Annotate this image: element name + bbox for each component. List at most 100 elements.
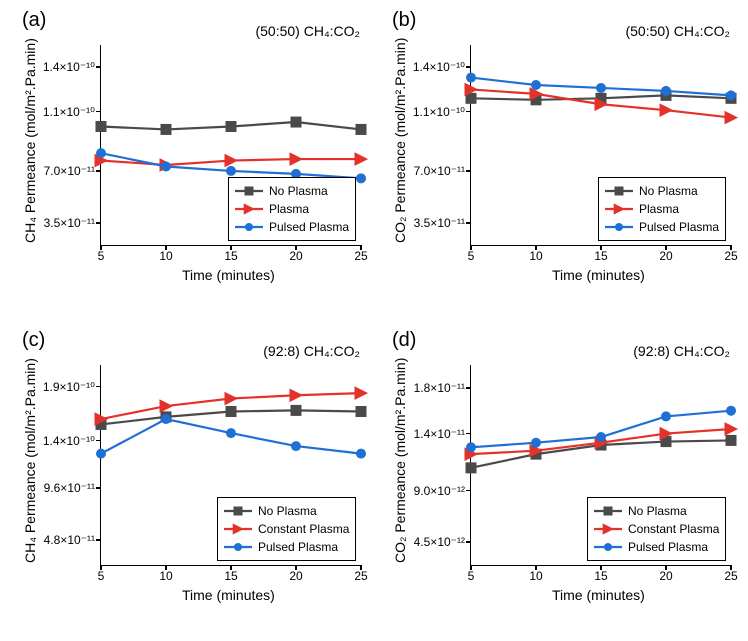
x-tick-label: 25 bbox=[724, 245, 737, 263]
series-marker bbox=[355, 387, 367, 399]
series-marker bbox=[531, 438, 541, 448]
x-tick-label: 25 bbox=[354, 245, 367, 263]
legend-item: Pulsed Plasma bbox=[235, 218, 349, 236]
legend: No Plasma Plasma Pulsed Plasma bbox=[598, 177, 726, 241]
x-tick-label: 10 bbox=[159, 565, 172, 583]
legend-label: Plasma bbox=[639, 202, 679, 216]
series-marker bbox=[161, 161, 171, 171]
x-tick-label: 15 bbox=[594, 565, 607, 583]
legend-item: Pulsed Plasma bbox=[605, 218, 719, 236]
x-tick-label: 15 bbox=[224, 565, 237, 583]
legend-label: No Plasma bbox=[628, 504, 687, 518]
y-tick-label: 1.1×10⁻¹⁰ bbox=[413, 105, 471, 119]
series-marker bbox=[96, 121, 106, 131]
legend-swatch bbox=[594, 522, 622, 536]
legend-label: Constant Plasma bbox=[258, 522, 349, 536]
panel-subtitle: (50:50) CH₄:CO₂ bbox=[625, 23, 730, 39]
legend-item: Plasma bbox=[605, 200, 719, 218]
series-marker bbox=[466, 73, 476, 83]
series-marker bbox=[725, 112, 737, 124]
x-axis-label: Time (minutes) bbox=[552, 267, 645, 283]
series-marker bbox=[161, 414, 171, 424]
legend-label: Pulsed Plasma bbox=[628, 540, 708, 554]
y-tick-label: 4.8×10⁻¹¹ bbox=[44, 533, 101, 547]
legend-label: Constant Plasma bbox=[628, 522, 719, 536]
panel-subtitle: (92:8) CH₄:CO₂ bbox=[633, 343, 730, 359]
x-tick-label: 15 bbox=[594, 245, 607, 263]
legend-item: Pulsed Plasma bbox=[224, 538, 349, 556]
series-marker bbox=[226, 428, 236, 438]
legend-swatch bbox=[235, 184, 263, 198]
x-tick-label: 10 bbox=[529, 565, 542, 583]
legend-label: No Plasma bbox=[258, 504, 317, 518]
series-marker bbox=[466, 463, 476, 473]
legend-swatch bbox=[224, 504, 252, 518]
panel-label: (d) bbox=[392, 329, 416, 352]
series-marker bbox=[225, 393, 237, 405]
x-tick-label: 5 bbox=[98, 245, 105, 263]
panel-label: (c) bbox=[22, 329, 45, 352]
legend-swatch bbox=[594, 504, 622, 518]
series-marker bbox=[596, 432, 606, 442]
legend-item: Constant Plasma bbox=[594, 520, 719, 538]
y-tick-label: 1.8×10⁻¹¹ bbox=[414, 381, 471, 395]
y-axis-label: CO₂ Permeance (mol/m².Pa.min) bbox=[392, 358, 408, 563]
series-marker bbox=[356, 173, 366, 183]
y-axis-label: CH₄ Permeance (mol/m².Pa.min) bbox=[22, 38, 38, 243]
series-marker bbox=[291, 441, 301, 451]
series-marker bbox=[596, 83, 606, 93]
series-marker bbox=[356, 449, 366, 459]
panel-subtitle: (50:50) CH₄:CO₂ bbox=[255, 23, 360, 39]
series-marker bbox=[226, 121, 236, 131]
x-tick-label: 5 bbox=[98, 565, 105, 583]
y-axis-label: CH₄ Permeance (mol/m².Pa.min) bbox=[22, 358, 38, 563]
series-marker bbox=[226, 166, 236, 176]
legend-item: Constant Plasma bbox=[224, 520, 349, 538]
series-marker bbox=[356, 406, 366, 416]
legend-label: No Plasma bbox=[269, 184, 328, 198]
series-marker bbox=[661, 86, 671, 96]
series-marker bbox=[661, 411, 671, 421]
legend-swatch bbox=[605, 220, 633, 234]
series-marker bbox=[355, 153, 367, 165]
series-marker bbox=[466, 93, 476, 103]
y-tick-label: 3.5×10⁻¹¹ bbox=[44, 216, 101, 230]
legend: No Plasma Plasma Pulsed Plasma bbox=[228, 177, 356, 241]
legend-item: No Plasma bbox=[605, 182, 719, 200]
y-tick-label: 1.9×10⁻¹⁰ bbox=[43, 380, 101, 394]
legend-item: No Plasma bbox=[224, 502, 349, 520]
series-marker bbox=[356, 124, 366, 134]
series-marker bbox=[291, 405, 301, 415]
series-marker bbox=[96, 148, 106, 158]
series-marker bbox=[466, 442, 476, 452]
legend: No Plasma Constant Plasma Pulsed Plasma bbox=[217, 497, 356, 561]
x-tick-label: 20 bbox=[289, 565, 302, 583]
panel-subtitle: (92:8) CH₄:CO₂ bbox=[263, 343, 360, 359]
legend-label: Pulsed Plasma bbox=[269, 220, 349, 234]
series-marker bbox=[226, 406, 236, 416]
series-marker bbox=[291, 117, 301, 127]
legend: No Plasma Constant Plasma Pulsed Plasma bbox=[587, 497, 726, 561]
y-tick-label: 1.4×10⁻¹¹ bbox=[414, 427, 471, 441]
x-tick-label: 25 bbox=[354, 565, 367, 583]
x-tick-label: 10 bbox=[529, 245, 542, 263]
panel-label: (a) bbox=[22, 9, 46, 32]
x-axis-label: Time (minutes) bbox=[182, 587, 275, 603]
x-tick-label: 10 bbox=[159, 245, 172, 263]
series-marker bbox=[290, 389, 302, 401]
x-tick-label: 5 bbox=[468, 565, 475, 583]
x-tick-label: 20 bbox=[659, 565, 672, 583]
legend-item: Plasma bbox=[235, 200, 349, 218]
legend-label: Pulsed Plasma bbox=[258, 540, 338, 554]
x-tick-label: 15 bbox=[224, 245, 237, 263]
legend-swatch bbox=[605, 202, 633, 216]
series-marker bbox=[726, 90, 736, 100]
series-marker bbox=[161, 124, 171, 134]
y-tick-label: 9.6×10⁻¹¹ bbox=[44, 481, 101, 495]
y-tick-label: 1.4×10⁻¹⁰ bbox=[413, 60, 471, 74]
series-marker bbox=[725, 423, 737, 435]
series-marker bbox=[726, 406, 736, 416]
y-tick-label: 7.0×10⁻¹¹ bbox=[44, 164, 101, 178]
panel-label: (b) bbox=[392, 9, 416, 32]
legend-item: Pulsed Plasma bbox=[594, 538, 719, 556]
